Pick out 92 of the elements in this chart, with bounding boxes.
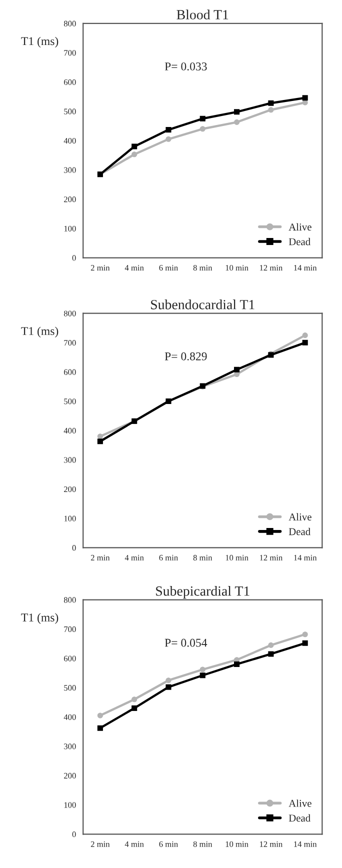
- x-tick-label: 8 min: [193, 554, 212, 561]
- x-tick-label: 12 min: [260, 554, 282, 560]
- y-tick-label: 600: [64, 656, 76, 662]
- x-tick-label: 2 min: [90, 841, 110, 847]
- y-tick-label: 500: [64, 108, 76, 114]
- y-tick-label: 800: [64, 310, 76, 316]
- legend-label: Dead: [288, 814, 310, 822]
- point: [302, 632, 308, 638]
- x-tick-label: 6 min: [159, 554, 178, 561]
- chart-title: Subendocardial T1: [151, 300, 254, 310]
- y-tick-label: 500: [64, 398, 76, 404]
- x-tick-label: 4 min: [124, 265, 144, 271]
- point: [97, 725, 103, 731]
- y-tick-label: 200: [64, 772, 76, 779]
- x-tick-label: 4 min: [124, 841, 144, 847]
- x-tick-label: 10 min: [226, 554, 248, 561]
- y-tick-label: 100: [64, 516, 76, 522]
- point: [166, 136, 172, 142]
- point: [302, 340, 308, 346]
- y-tick-label: 400: [64, 138, 76, 144]
- x-tick-label: 4 min: [124, 554, 144, 560]
- point: [268, 651, 274, 657]
- point: [268, 642, 274, 648]
- legend-label: Dead: [288, 528, 310, 536]
- point: [234, 109, 240, 115]
- legend-label: Alive: [288, 800, 312, 807]
- y-axis-title: T1 (ms): [21, 613, 58, 624]
- x-tick-label: 12 min: [260, 841, 282, 847]
- x-tick-label: 6 min: [159, 265, 178, 271]
- point: [132, 696, 138, 702]
- point: [166, 684, 172, 690]
- point: [132, 144, 138, 150]
- point: [302, 640, 308, 646]
- y-tick-label: 500: [64, 685, 76, 691]
- point: [97, 434, 103, 440]
- y-tick-label: 200: [64, 486, 76, 492]
- y-tick-label: 600: [64, 79, 76, 85]
- y-tick-label: 300: [64, 457, 76, 463]
- legend-label: Alive: [288, 223, 312, 231]
- y-tick-label: 700: [64, 626, 76, 632]
- point: [97, 712, 103, 718]
- point: [166, 127, 172, 133]
- y-tick-label: 700: [64, 340, 76, 346]
- point: [166, 678, 172, 684]
- y-axis-title: T1 (ms): [21, 36, 58, 48]
- annotation: P= 0.829: [164, 352, 207, 360]
- x-tick-label: 8 min: [193, 264, 212, 271]
- y-tick-label: 300: [64, 167, 76, 173]
- y-tick-label: 100: [64, 226, 76, 232]
- y-axis-title: T1 (ms): [21, 326, 58, 338]
- y-tick-label: 0: [72, 832, 76, 838]
- chart-title: Subepicardial T1: [156, 586, 250, 599]
- point: [268, 100, 274, 106]
- point: [200, 116, 206, 122]
- legend-label: Alive: [288, 513, 312, 520]
- chart-title: Blood T1: [176, 10, 228, 20]
- y-tick-label: 700: [64, 50, 76, 56]
- y-tick-label: 100: [64, 802, 76, 808]
- y-tick-label: 400: [64, 714, 76, 720]
- point: [302, 95, 308, 101]
- x-tick-label: 10 min: [226, 264, 248, 271]
- point: [302, 332, 308, 338]
- x-tick-label: 14 min: [294, 265, 317, 271]
- point: [234, 661, 240, 668]
- legend-label: Dead: [288, 238, 310, 246]
- x-tick-label: 6 min: [159, 841, 178, 847]
- y-tick-label: 400: [64, 428, 76, 434]
- x-tick-label: 14 min: [294, 841, 317, 847]
- point: [132, 152, 138, 158]
- point: [268, 107, 274, 113]
- x-tick-label: 10 min: [226, 841, 248, 847]
- point: [132, 705, 138, 711]
- point: [200, 672, 206, 678]
- x-tick-label: 14 min: [294, 554, 317, 560]
- x-tick-label: 2 min: [90, 265, 110, 271]
- point: [234, 119, 240, 125]
- point: [200, 126, 206, 132]
- annotation: P= 0.033: [164, 62, 207, 70]
- annotation: P= 0.054: [164, 638, 208, 647]
- point: [234, 366, 240, 372]
- y-tick-label: 200: [64, 196, 76, 202]
- y-tick-label: 0: [72, 255, 76, 261]
- x-tick-label: 8 min: [193, 841, 212, 847]
- x-tick-label: 12 min: [260, 265, 282, 271]
- x-tick-label: 2 min: [90, 554, 110, 560]
- y-tick-label: 0: [72, 545, 76, 551]
- y-tick-label: 800: [64, 20, 76, 26]
- y-tick-label: 800: [64, 597, 76, 603]
- y-tick-label: 300: [64, 744, 76, 750]
- point: [200, 666, 206, 672]
- y-tick-label: 600: [64, 369, 76, 375]
- point: [97, 438, 103, 444]
